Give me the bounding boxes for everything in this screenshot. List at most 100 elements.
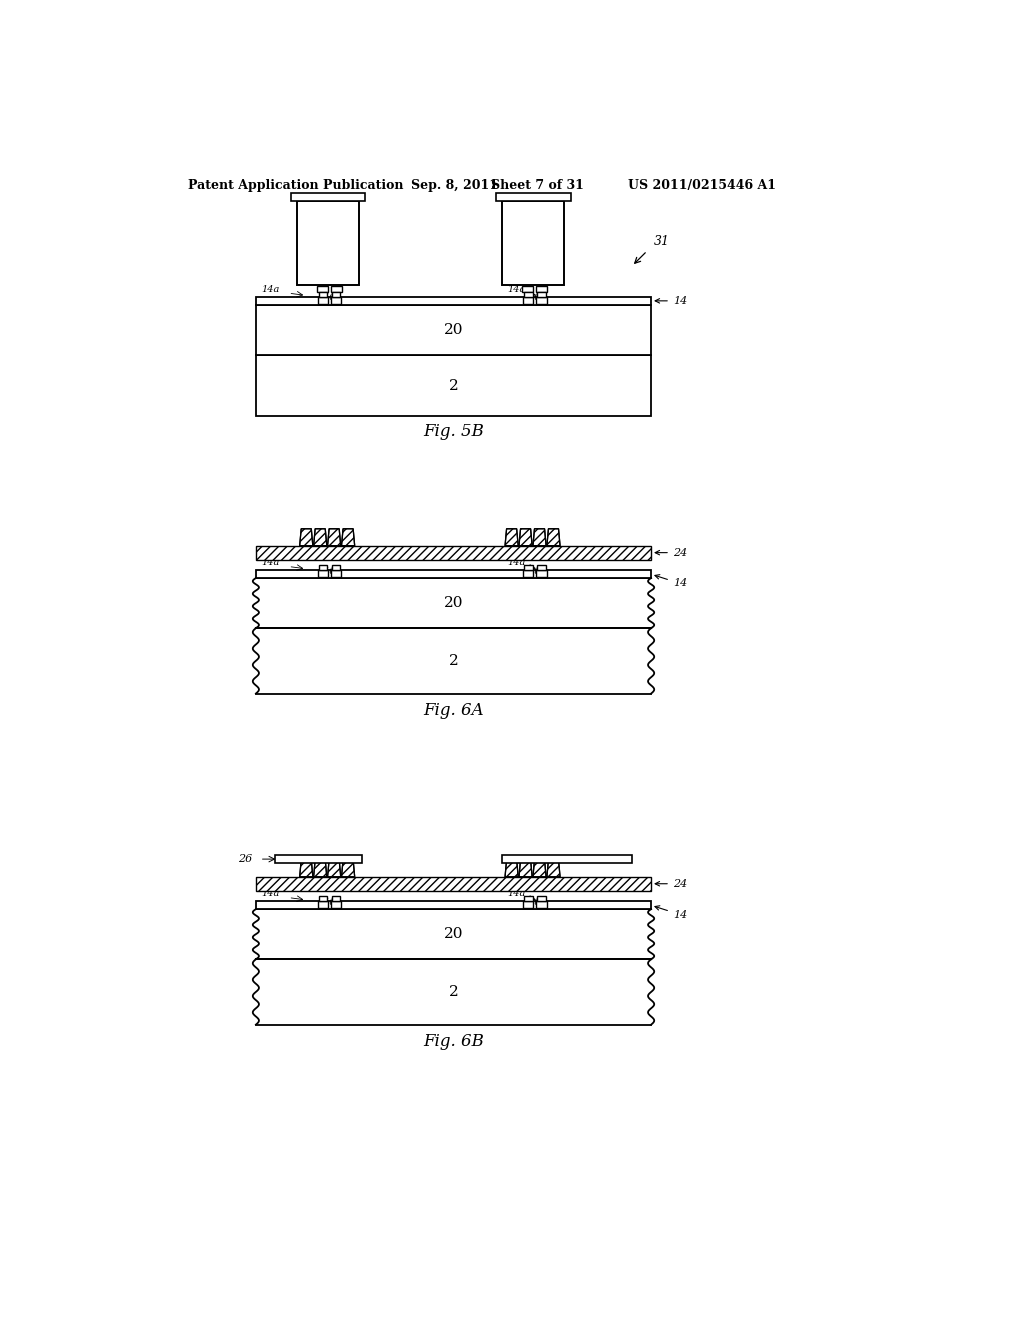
Bar bbox=[317, 286, 328, 292]
Bar bbox=[538, 292, 546, 297]
Text: 20: 20 bbox=[443, 597, 463, 610]
Bar bbox=[522, 286, 534, 292]
Text: Fig. 5B: Fig. 5B bbox=[423, 424, 484, 441]
Polygon shape bbox=[313, 859, 327, 876]
Text: 18: 18 bbox=[324, 883, 336, 892]
Polygon shape bbox=[547, 859, 560, 876]
Text: Fig. 6A: Fig. 6A bbox=[423, 702, 483, 719]
Bar bbox=[524, 565, 532, 570]
Bar bbox=[538, 896, 546, 902]
Bar bbox=[524, 292, 532, 297]
Text: 16: 16 bbox=[528, 898, 541, 907]
Bar bbox=[331, 902, 341, 908]
Text: 2: 2 bbox=[449, 653, 459, 668]
Text: 16: 16 bbox=[324, 898, 336, 907]
Bar bbox=[256, 876, 651, 891]
Text: 14a: 14a bbox=[508, 285, 526, 294]
Bar bbox=[317, 902, 328, 908]
Polygon shape bbox=[505, 859, 518, 876]
Polygon shape bbox=[342, 859, 354, 876]
Bar bbox=[317, 570, 328, 577]
Text: 14a: 14a bbox=[508, 558, 526, 568]
Polygon shape bbox=[532, 529, 546, 545]
Polygon shape bbox=[342, 529, 354, 545]
Text: Sep. 8, 2011: Sep. 8, 2011 bbox=[411, 178, 498, 191]
Bar bbox=[332, 292, 340, 297]
Text: 14: 14 bbox=[655, 296, 687, 306]
Bar bbox=[523, 902, 534, 908]
Bar bbox=[318, 292, 328, 297]
Text: 31: 31 bbox=[653, 235, 670, 248]
Bar bbox=[291, 193, 366, 201]
Text: 20: 20 bbox=[443, 927, 463, 941]
Polygon shape bbox=[253, 628, 654, 693]
Bar bbox=[538, 565, 546, 570]
Text: 24: 24 bbox=[655, 548, 687, 557]
Polygon shape bbox=[253, 909, 654, 960]
Bar bbox=[256, 902, 651, 909]
Text: Sheet 7 of 31: Sheet 7 of 31 bbox=[490, 178, 584, 191]
Polygon shape bbox=[519, 859, 532, 876]
Bar bbox=[331, 297, 341, 304]
Text: 2: 2 bbox=[449, 985, 459, 999]
Bar bbox=[503, 201, 564, 285]
Bar bbox=[537, 297, 547, 304]
Bar bbox=[318, 565, 328, 570]
Text: 16: 16 bbox=[528, 293, 541, 302]
Text: Fig. 6B: Fig. 6B bbox=[423, 1034, 484, 1051]
Bar bbox=[332, 565, 340, 570]
Text: 18: 18 bbox=[528, 279, 541, 286]
Text: 16: 16 bbox=[324, 293, 336, 302]
Polygon shape bbox=[505, 529, 518, 545]
Text: 14: 14 bbox=[655, 906, 687, 920]
Text: 18: 18 bbox=[528, 883, 541, 892]
Text: US 2011/0215446 A1: US 2011/0215446 A1 bbox=[628, 178, 776, 191]
Bar bbox=[331, 570, 341, 577]
Bar bbox=[503, 855, 632, 863]
Polygon shape bbox=[328, 529, 341, 545]
Bar bbox=[256, 297, 651, 305]
Text: 14a: 14a bbox=[508, 890, 526, 899]
Bar bbox=[331, 286, 342, 292]
Bar bbox=[537, 902, 547, 908]
Polygon shape bbox=[532, 859, 546, 876]
Text: 18: 18 bbox=[324, 279, 336, 286]
Bar bbox=[332, 896, 340, 902]
Bar bbox=[256, 305, 651, 355]
Polygon shape bbox=[300, 859, 313, 876]
Text: 20: 20 bbox=[443, 322, 463, 337]
Polygon shape bbox=[300, 529, 313, 545]
Text: 22: 22 bbox=[318, 236, 338, 249]
Text: 14: 14 bbox=[655, 574, 687, 589]
Text: 16: 16 bbox=[324, 566, 336, 576]
Bar bbox=[537, 570, 547, 577]
Bar bbox=[256, 545, 651, 560]
Bar bbox=[317, 297, 328, 304]
Bar bbox=[537, 286, 547, 292]
Bar bbox=[318, 896, 328, 902]
Text: 18: 18 bbox=[324, 552, 336, 561]
Text: 16: 16 bbox=[528, 566, 541, 576]
Bar bbox=[256, 355, 651, 416]
Polygon shape bbox=[328, 859, 341, 876]
Polygon shape bbox=[313, 529, 327, 545]
Bar bbox=[275, 855, 362, 863]
Polygon shape bbox=[253, 578, 654, 628]
Bar bbox=[297, 201, 359, 285]
Bar bbox=[523, 570, 534, 577]
Text: 26: 26 bbox=[238, 854, 252, 865]
Bar bbox=[256, 570, 651, 578]
Text: 14a: 14a bbox=[261, 890, 280, 899]
Text: 14a: 14a bbox=[261, 285, 280, 294]
Text: 2: 2 bbox=[449, 379, 459, 392]
Text: 22: 22 bbox=[523, 236, 543, 249]
Polygon shape bbox=[547, 529, 560, 545]
Text: 18: 18 bbox=[528, 552, 541, 561]
Polygon shape bbox=[253, 960, 654, 1024]
Bar bbox=[524, 896, 532, 902]
Polygon shape bbox=[519, 529, 532, 545]
Text: 14a: 14a bbox=[261, 558, 280, 568]
Text: Patent Application Publication: Patent Application Publication bbox=[188, 178, 403, 191]
Bar bbox=[496, 193, 570, 201]
Text: 24: 24 bbox=[655, 879, 687, 888]
